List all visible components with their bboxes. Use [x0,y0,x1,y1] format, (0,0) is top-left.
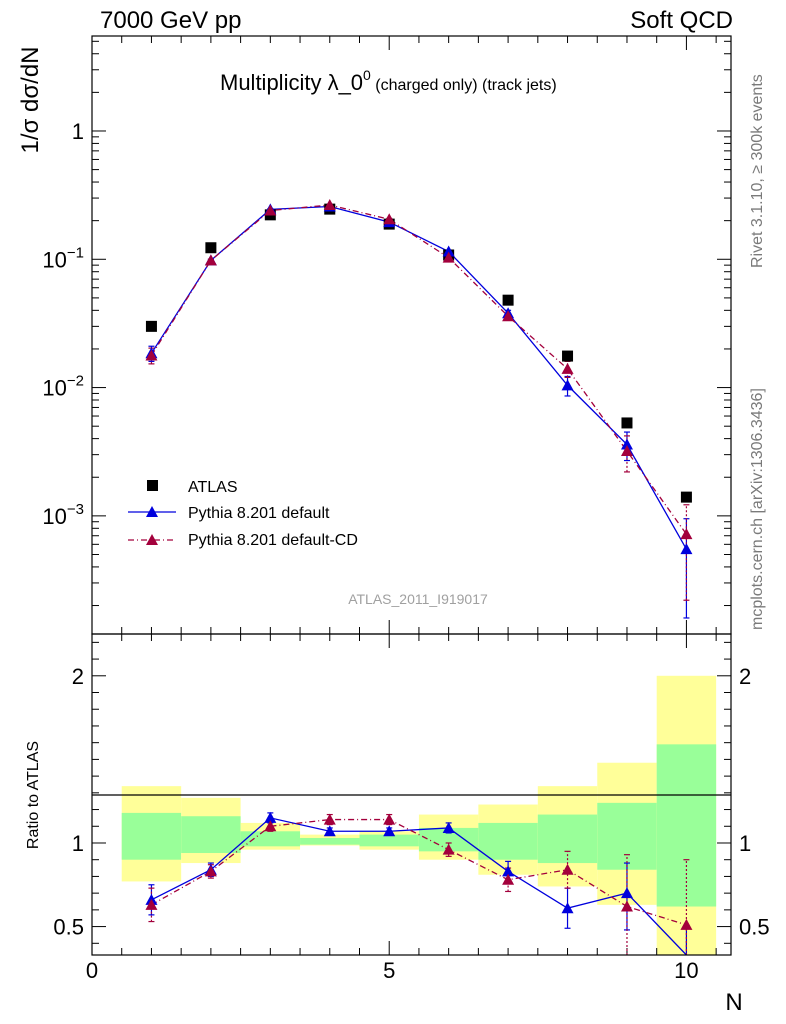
legend-atlas-marker [147,480,158,491]
pythia-cd-point [204,254,217,266]
atlas-data-point [145,320,157,332]
main-y-tick-label-base: 10 [42,376,66,401]
ratio-band-inner [359,834,419,847]
x-axis-label: N [725,989,742,1016]
mcplots-label: mcplots.cern.ch [arXiv:1306.3436] [749,388,766,630]
ratio-y-tick-label-left: 1 [72,831,84,856]
title-main: Multiplicity λ_0 [220,70,363,95]
ratio-cd-point [204,865,217,877]
ratio-default-point [620,887,633,899]
ratio-data-markers [145,811,693,930]
ratio-cd-point [561,863,574,875]
ratio-default-point [442,821,455,833]
ratio-cd-point [323,813,336,825]
ratio-cd-point [264,820,277,832]
pythia-cd-point [383,213,396,225]
pythia-cd-point [502,310,515,322]
pythia-default-point [561,379,574,391]
main-y-tick-label-exp: −3 [67,501,84,518]
ratio-band-inner [597,802,657,870]
atlas-data-point [680,491,692,503]
pythia-cd-point [620,445,633,457]
title-sup: 0 [363,67,371,83]
ratio-band-inner [300,837,360,845]
rivet-label: Rivet 3.1.10, ≥ 300k events [749,74,766,268]
main-axis-ticks: 110−110−210−3 [42,36,731,634]
main-y-tick-label-exp: −2 [67,373,84,390]
pythia-cd-point [323,198,336,210]
legend: ATLAS Pythia 8.201 default Pythia 8.201 … [128,479,358,549]
main-series-lines [150,204,687,550]
x-tick-label: 0 [86,958,98,983]
legend-cd-label: Pythia 8.201 default-CD [188,532,358,549]
atlas-data-point [621,417,633,429]
ratio-y-tick-label-left: 0.5 [53,915,84,940]
pythia-cd-point [145,349,158,361]
ratio-cd-line [151,818,687,926]
pythia-cd-point [680,528,693,540]
header-right: Soft QCD [630,7,733,34]
legend-default-marker [146,506,158,517]
main-data-markers [145,198,693,555]
main-y-tick-label-base: 10 [42,247,66,272]
main-error-bars [148,203,690,619]
ratio-cd-point [680,918,693,930]
ratio-y-axis-label: Ratio to ATLAS [25,741,42,849]
ratio-uncertainty-bands [121,675,717,955]
main-y-tick-label: 10−2 [42,373,84,401]
ratio-band-inner [418,827,479,852]
atlas-data-point [562,350,574,362]
header-left: 7000 GeV pp [100,7,241,34]
analysis-id: ATLAS_2011_I919017 [348,591,488,607]
main-y-tick-label-exp: −1 [67,244,84,261]
main-y-tick-label: 10−3 [42,501,84,529]
ratio-band-inner [656,744,717,907]
ratio-band-inner [121,812,182,860]
legend-cd-marker [146,534,158,545]
x-tick-label: 10 [674,958,698,983]
pythia-cd-point [561,362,574,374]
main-y-tick-label-base: 1 [72,119,84,144]
main-y-tick-label-base: 10 [42,504,66,529]
pythia-default-line [150,205,687,550]
ratio-default-point [502,865,515,877]
ratio-cd-point [145,898,158,910]
pythia-default-point [442,245,455,257]
ratio-default-point [264,811,277,823]
ratio-default-point [323,825,336,837]
pythia-cd-point [442,251,455,263]
x-tick-label: 5 [383,958,395,983]
ratio-band-inner [240,831,301,847]
ratio-plot-frame [91,633,732,956]
pythia-cd-line [150,204,687,535]
ratio-default-point [383,825,396,837]
pythia-cd-point [264,204,277,216]
ratio-y-tick-label-right: 1 [739,831,751,856]
ratio-default-point [561,902,574,914]
title-sub: (charged only) (track jets) [371,77,557,94]
chart-title: Multiplicity λ_00 (charged only) (track … [220,67,557,95]
ratio-cd-point [383,813,396,825]
ratio-cd-point [502,873,515,885]
legend-atlas-label: ATLAS [188,479,238,496]
atlas-data-point [205,242,217,254]
ratio-band-inner [478,822,538,860]
main-y-axis-label: 1/σ dσ/dN [17,46,44,153]
main-y-tick-label: 1 [72,119,84,144]
legend-default-label: Pythia 8.201 default [188,505,330,522]
ratio-band-inner [181,816,241,854]
ratio-y-tick-label-right: 2 [739,664,751,689]
ratio-cd-point [442,843,455,855]
pythia-default-point [620,438,633,450]
atlas-data-point [502,294,514,306]
main-y-tick-label: 10−1 [42,244,84,272]
pythia-default-point [680,543,693,555]
ratio-series-lines [151,817,687,956]
ratio-default-line [151,817,687,956]
ratio-cd-point [620,900,633,912]
ratio-y-tick-label-right: 0.5 [739,915,770,940]
ratio-y-tick-label-left: 2 [72,664,84,689]
